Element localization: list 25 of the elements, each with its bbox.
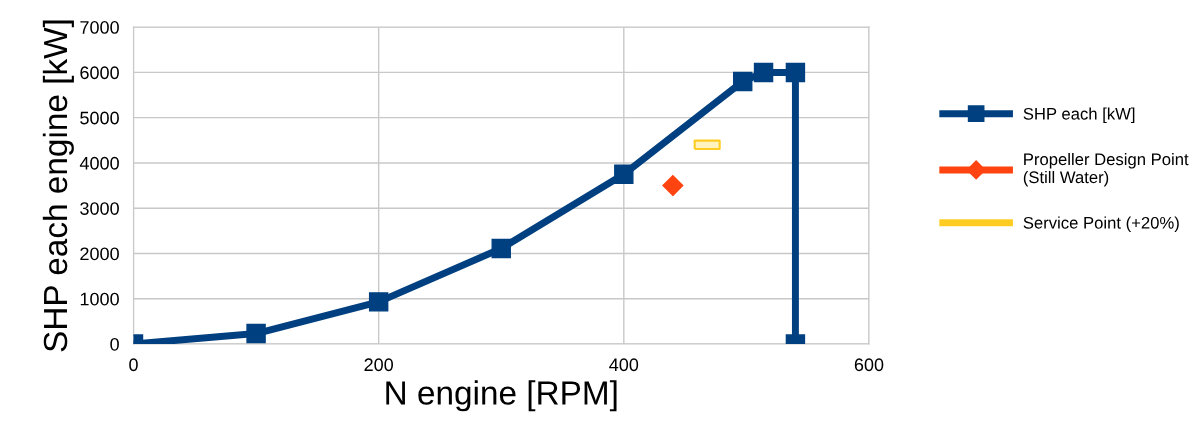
y-tick-label: 6000: [80, 66, 119, 80]
y-tick-label: 0: [110, 337, 119, 351]
y-axis-title: SHP each engine [kW]: [42, 20, 74, 352]
x-tick-label: 200: [364, 358, 394, 372]
legend-label: Propeller Design Point (Still Water): [1023, 152, 1189, 187]
y-tick-label: 3000: [80, 202, 119, 215]
y-tick-label: 7000: [80, 21, 119, 34]
point: [368, 292, 389, 312]
point: [662, 175, 684, 197]
point: [614, 164, 634, 184]
x-axis-title: N engine [RPM]: [386, 380, 617, 412]
y-tick-label: 4000: [79, 156, 119, 170]
x-tick-label: 0: [129, 358, 138, 372]
x-tick-label: 600: [854, 358, 884, 372]
point: [753, 62, 774, 83]
y-tick-label: 5000: [80, 111, 119, 125]
y-tick-label: 1000: [80, 292, 119, 306]
point: [732, 71, 753, 92]
point: [785, 62, 806, 83]
point: [491, 238, 511, 259]
legend-label: Service Point (+20%): [1023, 216, 1179, 232]
x-tick-label: 400: [609, 358, 639, 372]
legend-label: SHP each [kW]: [1023, 107, 1135, 123]
point: [246, 323, 266, 344]
y-tick-label: 2000: [80, 247, 119, 261]
